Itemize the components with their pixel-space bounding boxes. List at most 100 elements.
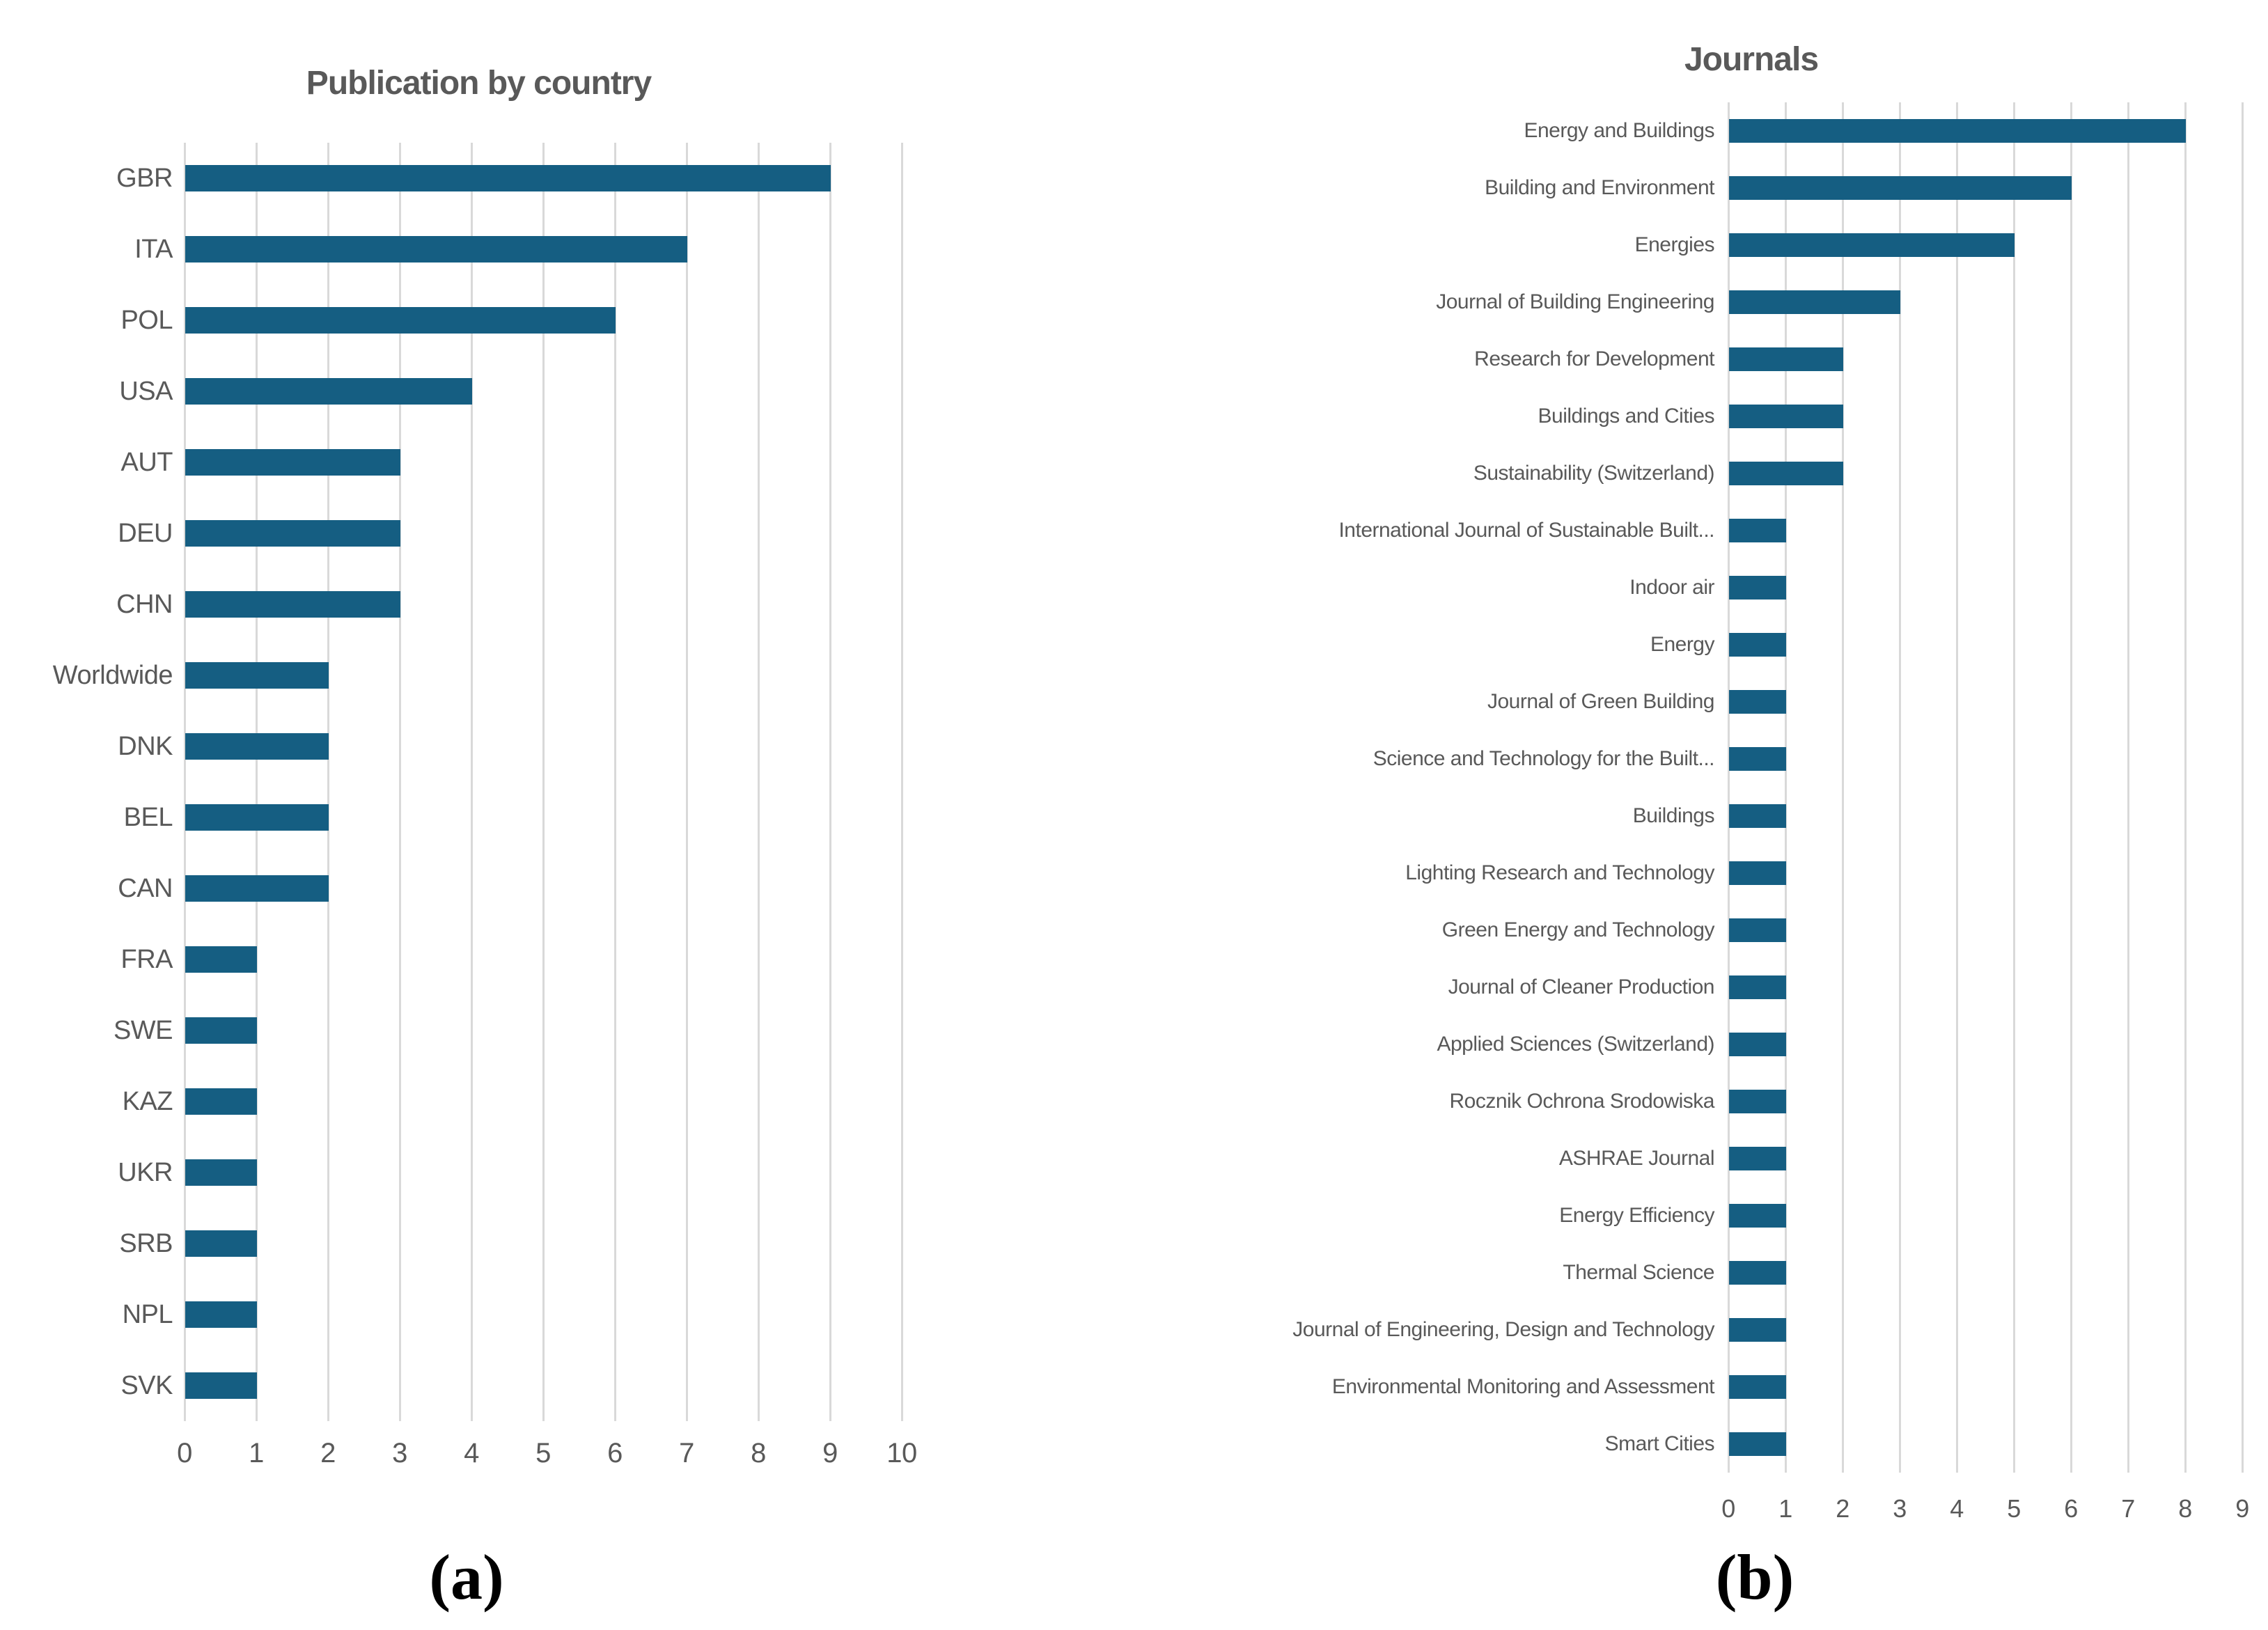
x-tick-label: 5	[535, 1438, 551, 1468]
gridline-x0	[184, 143, 186, 1421]
bar	[1729, 975, 1786, 999]
bar	[1729, 405, 1843, 428]
category-label: Journal of Building Engineering	[1436, 290, 1714, 313]
chart-b-title: Journals	[1684, 40, 1819, 78]
bar	[1729, 1204, 1786, 1228]
category-label: Green Energy and Technology	[1441, 918, 1715, 941]
category-label: SRB	[119, 1229, 173, 1258]
x-tick-label: 10	[886, 1438, 917, 1468]
bar	[185, 449, 400, 476]
category-label: NPL	[122, 1300, 173, 1329]
gridline-x6	[2070, 102, 2072, 1473]
caption-a: (a)	[429, 1542, 504, 1613]
category-label: FRA	[120, 945, 173, 974]
x-tick-label: 1	[1778, 1494, 1792, 1523]
category-label: Applied Sciences (Switzerland)	[1437, 1033, 1714, 1056]
x-tick-label: 7	[2121, 1494, 2135, 1523]
category-label: Buildings	[1632, 804, 1715, 827]
category-label: ASHRAE Journal	[1558, 1147, 1715, 1170]
x-tick-label: 4	[1950, 1494, 1964, 1523]
bar	[185, 804, 329, 831]
x-tick-label: 1	[249, 1438, 264, 1468]
category-label: Rocznik Ochrona Srodowiska	[1449, 1090, 1714, 1113]
bar	[1729, 1090, 1786, 1113]
x-tick-label: 0	[177, 1438, 192, 1468]
bar	[1729, 690, 1786, 714]
category-label: Research for Development	[1474, 347, 1714, 370]
gridline-x7	[686, 143, 688, 1421]
category-label: SWE	[113, 1016, 173, 1045]
bar	[1729, 347, 1843, 371]
x-tick-label: 9	[822, 1438, 838, 1468]
gridline-x1	[1785, 102, 1787, 1473]
gridline-x5	[542, 143, 545, 1421]
bar	[185, 875, 329, 902]
category-label: CHN	[116, 590, 173, 619]
bar	[1729, 1147, 1786, 1170]
gridline-x1	[256, 143, 258, 1421]
category-label: Indoor air	[1629, 576, 1714, 599]
bar	[1729, 861, 1786, 885]
bar	[185, 520, 400, 547]
bar	[1729, 1261, 1786, 1285]
gridline-x7	[2127, 102, 2129, 1473]
bar	[1729, 1033, 1786, 1056]
category-label: Energy	[1650, 633, 1715, 656]
gridline-x10	[901, 143, 903, 1421]
bar	[1729, 633, 1786, 657]
category-label: ITA	[134, 235, 173, 264]
category-label: Worldwide	[52, 661, 173, 690]
bar	[1729, 576, 1786, 600]
x-tick-label: 4	[464, 1438, 479, 1468]
bar	[185, 733, 329, 760]
bar	[1729, 519, 1786, 542]
bar	[185, 591, 400, 618]
category-label: Building and Environment	[1485, 176, 1714, 199]
category-label: Energies	[1634, 233, 1715, 256]
gridline-x6	[614, 143, 616, 1421]
x-tick-label: 2	[320, 1438, 336, 1468]
x-tick-label: 7	[679, 1438, 694, 1468]
category-label: Sustainability (Switzerland)	[1473, 462, 1715, 485]
gridline-x8	[2184, 102, 2187, 1473]
gridline-x5	[2013, 102, 2015, 1473]
category-label: Journal of Green Building	[1487, 690, 1715, 713]
bar	[185, 307, 616, 334]
category-label: DNK	[118, 732, 173, 761]
bar	[185, 1230, 257, 1257]
x-tick-label: 9	[2235, 1494, 2249, 1523]
category-label: Thermal Science	[1563, 1261, 1714, 1284]
x-tick-label: 5	[2007, 1494, 2021, 1523]
gridline-x2	[1842, 102, 1844, 1473]
gridline-x2	[327, 143, 329, 1421]
category-label: USA	[119, 377, 173, 406]
x-tick-label: 6	[2064, 1494, 2078, 1523]
category-label: Lighting Research and Technology	[1405, 861, 1714, 884]
bar	[185, 165, 831, 191]
caption-b: (b)	[1715, 1542, 1794, 1613]
x-tick-label: 6	[607, 1438, 623, 1468]
bar	[185, 1159, 257, 1186]
bar	[1729, 119, 2186, 143]
x-tick-label: 3	[1893, 1494, 1907, 1523]
bar	[1729, 1318, 1786, 1342]
category-label: Journal of Engineering, Design and Techn…	[1292, 1318, 1714, 1341]
x-tick-label: 8	[751, 1438, 766, 1468]
category-label: BEL	[123, 803, 173, 832]
category-label: Buildings and Cities	[1538, 405, 1715, 428]
category-label: UKR	[118, 1158, 173, 1187]
bar	[185, 662, 329, 689]
gridline-x3	[1899, 102, 1901, 1473]
bar	[1729, 290, 1900, 314]
category-label: International Journal of Sustainable Bui…	[1338, 519, 1714, 542]
bar	[185, 1301, 257, 1328]
bar	[185, 946, 257, 973]
category-label: Journal of Cleaner Production	[1448, 975, 1715, 998]
gridline-x3	[399, 143, 401, 1421]
category-label: AUT	[120, 448, 173, 477]
bar	[185, 1088, 257, 1115]
gridline-x9	[829, 143, 831, 1421]
category-label: CAN	[118, 874, 173, 903]
category-label: Smart Cities	[1604, 1432, 1715, 1455]
